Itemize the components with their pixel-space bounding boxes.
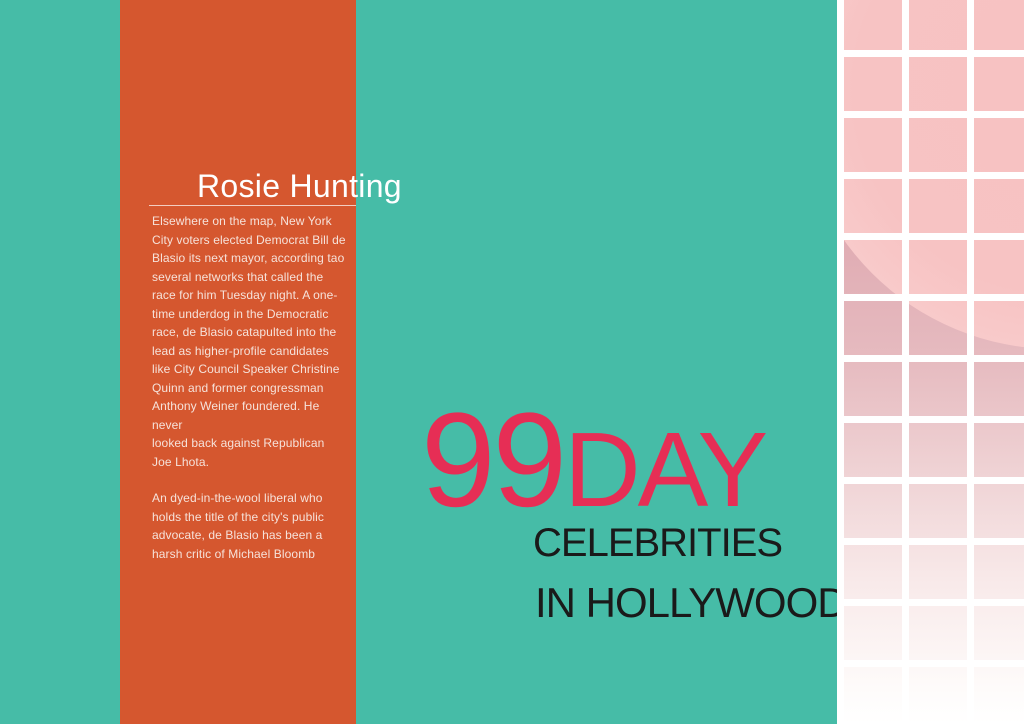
title-divider (149, 205, 356, 206)
article-paragraph-2: An dyed-in-the-wool liberal who holds th… (152, 491, 324, 561)
headline-subtitle-line1: CELEBRITIES (533, 521, 783, 565)
grid-lines (837, 0, 1024, 724)
headline-word: DAY (564, 411, 768, 529)
photo-grid-panel (837, 0, 1024, 724)
headline-subtitle-line2: IN HOLLYWOOD (535, 579, 848, 626)
headline-number: 99 (421, 386, 567, 535)
article-body: Elsewhere on the map, New York City vote… (152, 212, 352, 581)
article-panel (120, 0, 356, 724)
article-paragraph-1: Elsewhere on the map, New York City vote… (152, 214, 346, 469)
article-title: Rosie Hunting (197, 168, 402, 204)
headline: 99 DAY (421, 386, 768, 535)
